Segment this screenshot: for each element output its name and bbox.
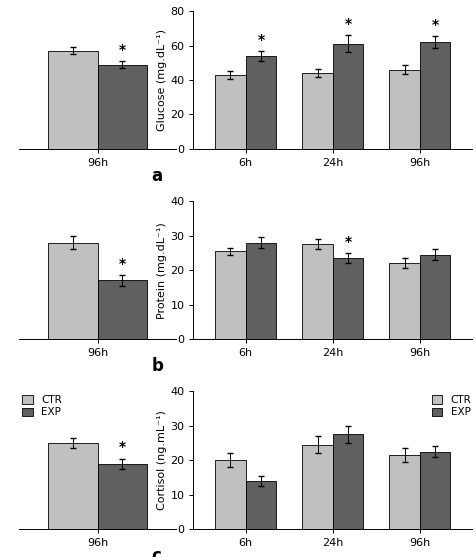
Bar: [215, 251, 245, 339]
Bar: [302, 445, 332, 529]
Y-axis label: Protein (mg.dL⁻¹): Protein (mg.dL⁻¹): [157, 222, 167, 319]
Bar: [388, 70, 419, 149]
Bar: [302, 73, 332, 149]
Text: *: *: [119, 257, 126, 271]
Bar: [332, 434, 363, 529]
Bar: [97, 65, 147, 149]
Text: *: *: [119, 441, 126, 455]
Bar: [97, 464, 147, 529]
Bar: [48, 443, 97, 529]
Bar: [388, 455, 419, 529]
Legend: CTR, EXP: CTR, EXP: [430, 394, 472, 418]
Bar: [48, 243, 97, 339]
Bar: [419, 255, 449, 339]
Text: c: c: [151, 547, 161, 557]
Text: *: *: [344, 235, 351, 249]
Text: b: b: [151, 357, 163, 375]
Y-axis label: Glucose (mg.dL⁻¹): Glucose (mg.dL⁻¹): [157, 29, 167, 131]
Legend: CTR, EXP: CTR, EXP: [21, 394, 63, 418]
Text: *: *: [257, 33, 264, 47]
Text: *: *: [119, 43, 126, 57]
Bar: [332, 44, 363, 149]
Bar: [97, 281, 147, 339]
Bar: [388, 263, 419, 339]
Bar: [245, 243, 276, 339]
Text: *: *: [344, 17, 351, 31]
Bar: [419, 452, 449, 529]
Y-axis label: Cortisol (ng.mL⁻¹): Cortisol (ng.mL⁻¹): [157, 411, 167, 510]
Bar: [215, 75, 245, 149]
Bar: [332, 258, 363, 339]
Text: a: a: [151, 167, 162, 185]
Text: *: *: [431, 18, 438, 32]
Bar: [302, 245, 332, 339]
Bar: [245, 481, 276, 529]
Bar: [215, 460, 245, 529]
Bar: [419, 42, 449, 149]
Bar: [245, 56, 276, 149]
Bar: [48, 51, 97, 149]
